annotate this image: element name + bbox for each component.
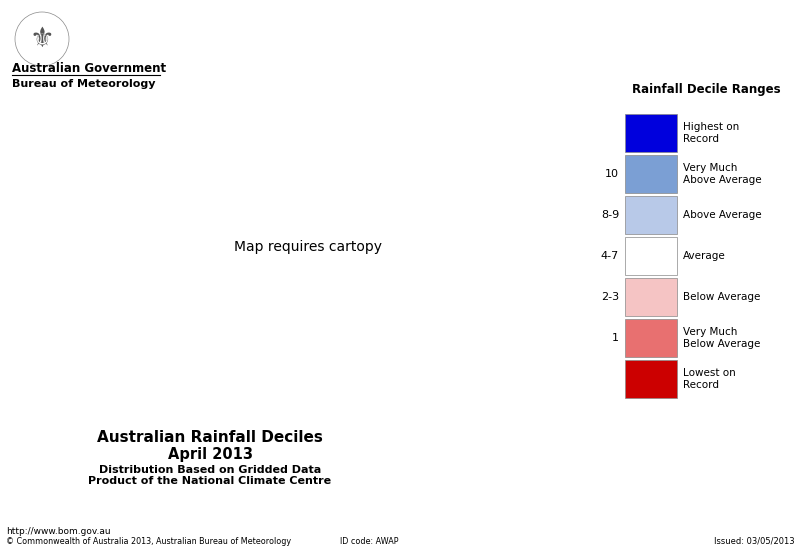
- Text: ID code: AWAP: ID code: AWAP: [340, 536, 398, 546]
- Text: Lowest on
Record: Lowest on Record: [683, 368, 736, 390]
- Text: Very Much
Above Average: Very Much Above Average: [683, 163, 762, 185]
- Bar: [625, 319, 677, 357]
- Text: http://www.bom.gov.au: http://www.bom.gov.au: [6, 526, 110, 535]
- Text: Australian Government: Australian Government: [12, 63, 166, 76]
- Text: 2-3: 2-3: [601, 292, 619, 302]
- Text: Australian Rainfall Deciles: Australian Rainfall Deciles: [97, 429, 323, 445]
- Text: Above Average: Above Average: [683, 210, 762, 220]
- Text: Below Average: Below Average: [683, 292, 760, 302]
- Text: Rainfall Decile Ranges: Rainfall Decile Ranges: [632, 83, 780, 96]
- Text: 1: 1: [612, 333, 619, 343]
- Bar: [625, 278, 677, 316]
- Text: April 2013: April 2013: [167, 446, 253, 462]
- Text: Average: Average: [683, 251, 726, 261]
- Text: Very Much
Below Average: Very Much Below Average: [683, 327, 760, 349]
- Bar: [625, 155, 677, 193]
- Text: Product of the National Climate Centre: Product of the National Climate Centre: [89, 476, 331, 486]
- Text: © Commonwealth of Australia 2013, Australian Bureau of Meteorology: © Commonwealth of Australia 2013, Austra…: [6, 536, 291, 546]
- Bar: [625, 360, 677, 398]
- Text: 4-7: 4-7: [601, 251, 619, 261]
- Text: Highest on
Record: Highest on Record: [683, 122, 739, 144]
- Text: 8-9: 8-9: [601, 210, 619, 220]
- Text: Distribution Based on Gridded Data: Distribution Based on Gridded Data: [99, 465, 321, 475]
- Bar: [625, 114, 677, 152]
- Bar: [625, 237, 677, 275]
- Text: 10: 10: [605, 169, 619, 179]
- Text: Map requires cartopy: Map requires cartopy: [234, 240, 382, 254]
- Bar: [625, 196, 677, 234]
- Text: ⚜: ⚜: [30, 25, 54, 53]
- Text: Issued: 03/05/2013: Issued: 03/05/2013: [714, 536, 795, 546]
- Text: Bureau of Meteorology: Bureau of Meteorology: [12, 79, 155, 89]
